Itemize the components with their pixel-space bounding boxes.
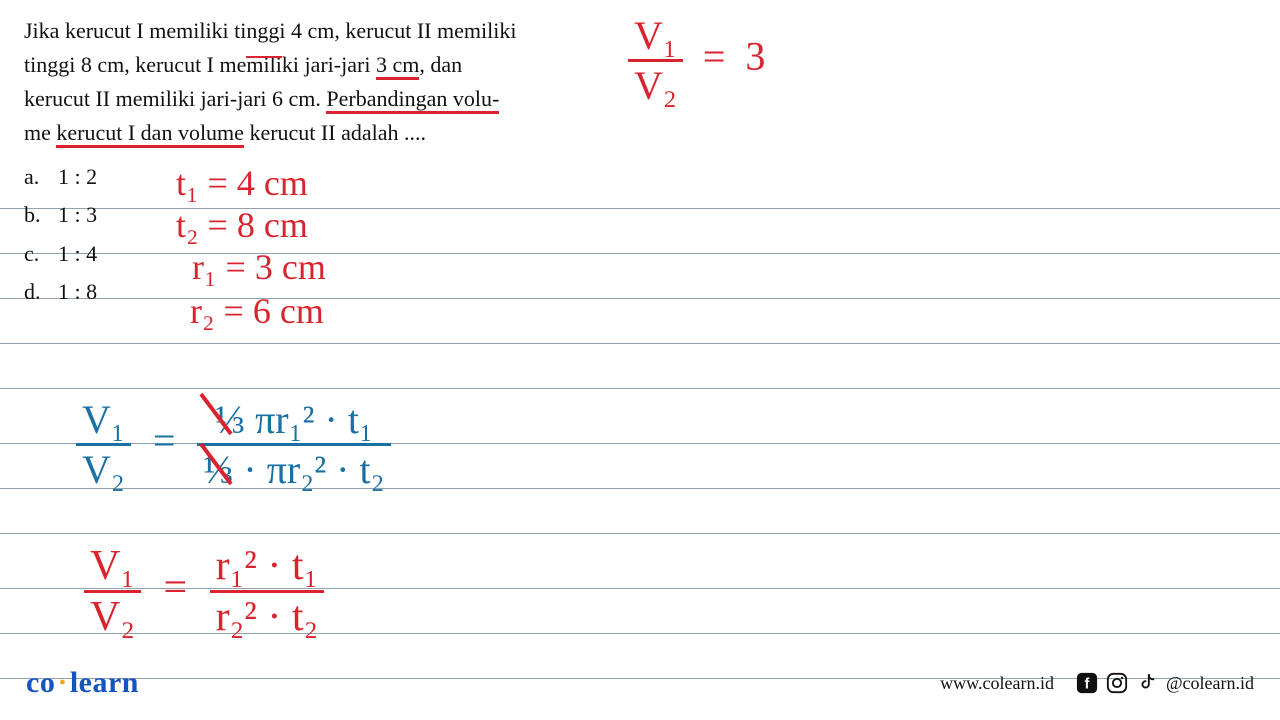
s1-rhs-num: ⅓ πr₁² · t₁ bbox=[197, 396, 390, 446]
strike-memiliki bbox=[246, 56, 282, 58]
q-line2c: , dan bbox=[419, 52, 462, 77]
s2-rhs-num: r₁² · t₁ bbox=[210, 542, 325, 593]
q-line3-perb: Perbandingan volu- bbox=[326, 86, 499, 114]
strike-icon bbox=[195, 440, 241, 492]
s1-lhs-den: V₂ bbox=[76, 446, 131, 493]
q-line1: Jika kerucut I memiliki tinggi 4 cm, ker… bbox=[24, 18, 516, 43]
footer-handle: @colearn.id bbox=[1166, 673, 1254, 694]
s1-lhs-num: V₁ bbox=[76, 396, 131, 446]
annot-step1: V₁V₂ = ⅓ πr₁² · t₁ ⅓ · πr₂² · t₂ bbox=[76, 396, 391, 493]
q-line2a: tinggi 8 cm, kerucut I bbox=[24, 52, 220, 77]
annot-r2: r₂ = 6 cm bbox=[190, 290, 324, 332]
tf-rhs: 3 bbox=[745, 34, 765, 79]
question-text: Jika kerucut I memiliki tinggi 4 cm, ker… bbox=[24, 14, 564, 150]
option-b-text: 1 : 3 bbox=[58, 202, 97, 227]
q-line2b: jari-jari bbox=[299, 52, 376, 77]
logo: co·learn bbox=[26, 666, 139, 700]
strike-icon bbox=[195, 390, 241, 442]
q-line4a: me bbox=[24, 120, 56, 145]
option-c-text: 1 : 4 bbox=[58, 241, 97, 266]
logo-learn: learn bbox=[70, 666, 139, 699]
tf-den: V₂ bbox=[628, 62, 683, 109]
footer: co·learn www.colearn.id f @colearn.id bbox=[0, 666, 1280, 700]
annot-r1: r₁ = 3 cm bbox=[192, 246, 326, 288]
footer-url: www.colearn.id bbox=[940, 673, 1054, 694]
q-line3a: kerucut II memiliki jari-jari 6 cm. bbox=[24, 86, 326, 111]
s2-eq: = bbox=[163, 565, 187, 611]
q-line4b: kerucut II adalah .... bbox=[244, 120, 426, 145]
annot-t2: t₂ = 8 cm bbox=[176, 204, 308, 246]
s2-rhs-den: r₂² · t₂ bbox=[210, 593, 325, 641]
option-d-text: 1 : 8 bbox=[58, 279, 97, 304]
logo-dot-icon: · bbox=[55, 666, 70, 699]
tf-num: V₁ bbox=[628, 12, 683, 62]
s2-lhs-num: V₁ bbox=[84, 542, 141, 593]
facebook-icon: f bbox=[1076, 672, 1098, 694]
social-icons: f @colearn.id bbox=[1076, 672, 1254, 694]
annot-step2: V₁V₂ = r₁² · t₁r₂² · t₂ bbox=[84, 542, 324, 641]
option-a-text: 1 : 2 bbox=[58, 164, 97, 189]
q-line2-3cm: 3 cm bbox=[376, 52, 419, 80]
footer-right: www.colearn.id f @colearn.id bbox=[940, 672, 1254, 694]
logo-co: co bbox=[26, 666, 55, 699]
tiktok-icon bbox=[1136, 672, 1158, 694]
annot-topfrac: V₁V₂ = 3 bbox=[628, 12, 765, 109]
s1-rhs-den: ⅓ · πr₂² · t₂ bbox=[197, 446, 390, 493]
s1-eq: = bbox=[153, 418, 176, 463]
instagram-icon bbox=[1106, 672, 1128, 694]
annot-t1: t₁ = 4 cm bbox=[176, 162, 308, 204]
s2-lhs-den: V₂ bbox=[84, 593, 141, 641]
svg-text:f: f bbox=[1085, 677, 1090, 693]
q-line4-u: kerucut I dan volume bbox=[56, 120, 244, 148]
tf-eq: = bbox=[703, 34, 726, 79]
